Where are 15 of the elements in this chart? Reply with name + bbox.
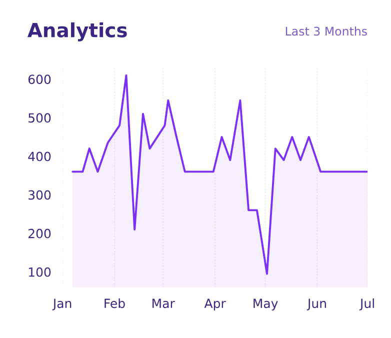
x-tick-label: Feb (104, 298, 125, 308)
x-tick-label: Jan (52, 298, 72, 310)
y-tick-label: 100 (28, 267, 51, 277)
y-tick-label: 400 (28, 152, 51, 162)
x-tick-label: May (254, 298, 278, 311)
chart-title: Analytics (27, 22, 127, 42)
x-tick-label: Apr (204, 298, 226, 311)
x-tick-label: Jun (306, 298, 326, 310)
x-tick-label: Mar (152, 298, 175, 308)
chart-subtitle: Last 3 Months (286, 26, 367, 36)
y-tick-label: 500 (28, 113, 51, 123)
y-tick-label: 600 (28, 74, 51, 84)
y-tick-label: 200 (28, 228, 51, 238)
y-tick-label: 300 (28, 190, 51, 200)
x-tick-label: Jul (359, 298, 374, 310)
